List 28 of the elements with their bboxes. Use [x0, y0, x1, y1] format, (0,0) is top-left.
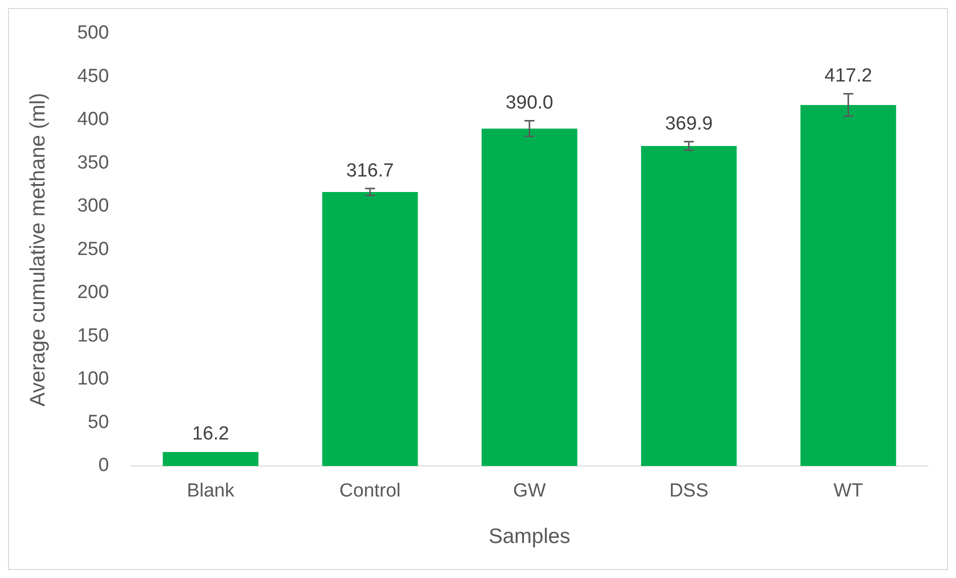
bar: [482, 128, 578, 466]
x-tick-label: Blank: [186, 480, 235, 502]
y-tick-label: 150: [77, 325, 109, 346]
y-tick-label: 50: [88, 412, 109, 433]
x-tick-label: GW: [513, 480, 546, 502]
y-tick-label: 250: [77, 238, 109, 260]
x-tick-label: Control: [339, 480, 401, 502]
data-label: 316.7: [346, 160, 394, 182]
y-tick-label: 500: [77, 22, 109, 44]
data-label: 390.0: [506, 92, 554, 114]
y-tick-label: 400: [77, 109, 109, 130]
y-tick-label: 0: [98, 455, 109, 476]
bar: [641, 146, 737, 466]
x-tick-label: WT: [834, 480, 864, 502]
x-tick-label: DSS: [669, 480, 708, 502]
y-tick-label: 100: [77, 368, 109, 390]
data-label: 369.9: [665, 113, 713, 134]
y-tick-label: 300: [77, 196, 109, 217]
y-axis-title: Average cumulative methane (ml): [26, 92, 50, 406]
y-tick-label: 450: [77, 66, 109, 87]
y-tick-label: 200: [77, 282, 109, 304]
data-label: 417.2: [824, 66, 872, 87]
data-label: 16.2: [192, 424, 230, 445]
bar: [322, 192, 418, 466]
bar: [162, 452, 258, 466]
bar: [800, 105, 896, 466]
x-axis-title: Samples: [488, 525, 570, 548]
y-tick-label: 350: [77, 152, 109, 174]
